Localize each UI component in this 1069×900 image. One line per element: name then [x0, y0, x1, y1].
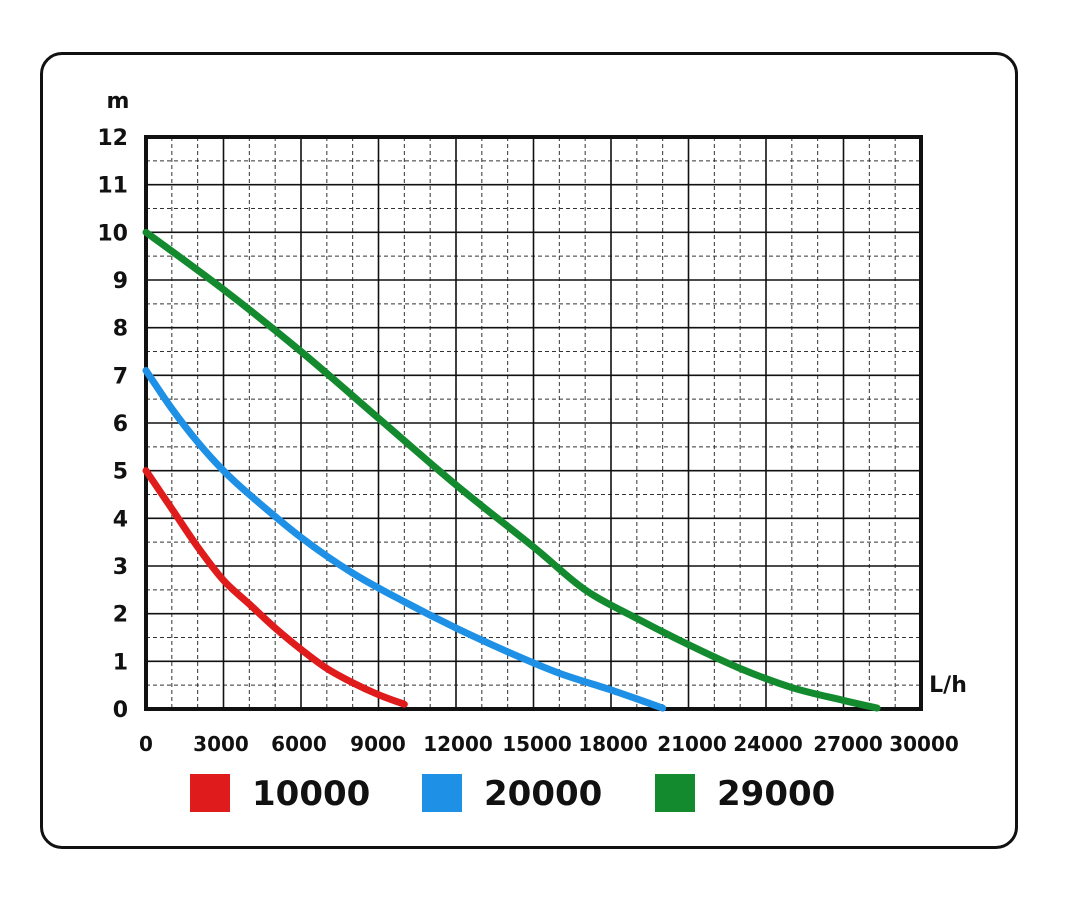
x-tick-label: 12000	[423, 732, 493, 756]
x-tick-label: 0	[139, 732, 153, 756]
x-tick-label: 18000	[578, 732, 648, 756]
y-axis-label: m	[107, 89, 130, 114]
x-tick-label: 21000	[657, 732, 727, 756]
series-line-10000	[142, 467, 408, 708]
x-axis-label: L/h	[929, 673, 967, 698]
x-tick-label: 30000	[889, 732, 959, 756]
y-tick-label: 0	[113, 698, 128, 723]
plot-border	[144, 135, 923, 711]
x-tick-labels: 0 3000 6000 9000 12000 15000 18000 21000 24000 27…	[139, 732, 959, 756]
y-tick-label: 1	[113, 650, 128, 675]
series-line-20000	[142, 367, 667, 712]
series-line-29000	[142, 228, 881, 712]
y-tick-label: 4	[113, 507, 128, 532]
y-tick-label: 6	[113, 412, 128, 437]
y-tick-label: 8	[113, 317, 128, 342]
legend-label-20000: 20000	[484, 774, 602, 814]
legend: 10000 20000 29000	[190, 774, 835, 814]
y-tick-label: 5	[113, 460, 128, 485]
legend-swatch-20000	[422, 774, 462, 812]
legend-swatch-10000	[190, 774, 230, 812]
series-lines	[142, 228, 881, 712]
y-tick-label: 12	[97, 126, 128, 151]
x-tick-label: 9000	[350, 732, 406, 756]
y-tick-label: 10	[97, 221, 128, 246]
legend-swatch-29000	[655, 774, 695, 812]
x-tick-label: 6000	[271, 732, 327, 756]
legend-label-10000: 10000	[252, 774, 370, 814]
y-tick-label: 7	[113, 364, 128, 389]
y-tick-label: 2	[113, 603, 128, 628]
x-tick-label: 27000	[813, 732, 883, 756]
y-tick-label: 9	[113, 269, 128, 294]
legend-label-29000: 29000	[717, 774, 835, 814]
x-tick-label: 3000	[193, 732, 249, 756]
y-tick-label: 3	[113, 555, 128, 580]
x-tick-label: 15000	[502, 732, 572, 756]
x-tick-label: 24000	[733, 732, 803, 756]
y-tick-label: 11	[97, 174, 128, 199]
grid-major	[146, 137, 921, 709]
